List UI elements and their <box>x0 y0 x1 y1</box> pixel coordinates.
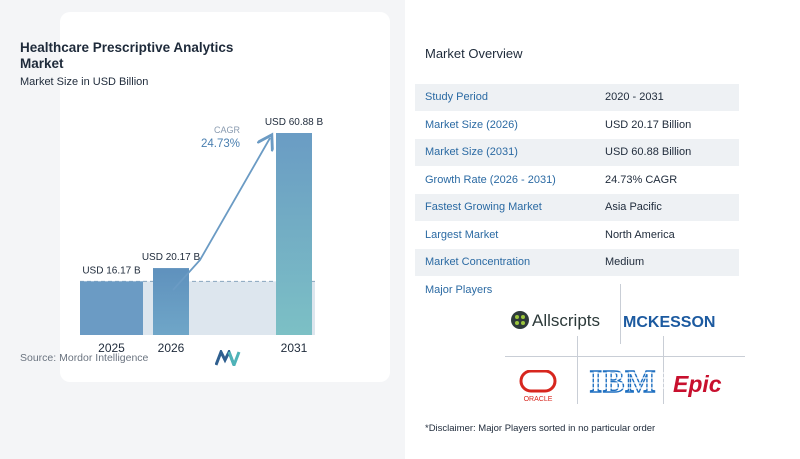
oracle-ring-icon <box>519 369 557 393</box>
bar-2025 <box>80 281 143 335</box>
overview-value: Medium <box>595 248 739 277</box>
overview-title: Market Overview <box>425 46 523 61</box>
chart-subtitle: Market Size in USD Billion <box>20 76 149 88</box>
major-players-label: Major Players <box>425 284 493 296</box>
divider <box>620 284 621 344</box>
overview-row: Fastest Growing Market Asia Pacific <box>415 193 739 222</box>
epic-text: Epic <box>673 371 722 397</box>
epic-logo: Epic <box>673 368 743 403</box>
allscripts-text: Allscripts <box>532 311 600 330</box>
overview-key: Largest Market <box>415 221 595 249</box>
overview-value: 24.73% CAGR <box>595 166 739 194</box>
overview-value: 2020 - 2031 <box>595 84 739 112</box>
overview-row: Growth Rate (2026 - 2031) 24.73% CAGR <box>415 166 739 194</box>
overview-key: Market Concentration <box>415 248 595 277</box>
chart-title: Healthcare Prescriptive Analytics Market <box>20 40 234 71</box>
source-text: Source: Mordor Intelligence <box>20 352 149 364</box>
overview-key: Market Size (2026) <box>415 111 595 139</box>
mckesson-text: MCKESSON <box>623 314 715 331</box>
cagr-arrow <box>172 138 270 291</box>
overview-key: Market Size (2031) <box>415 138 595 167</box>
overview-row: Market Size (2026) USD 20.17 Billion <box>415 111 739 139</box>
players-grid: Allscripts MCKESSON ORACLE IBM <box>505 284 745 404</box>
overview-row: Market Concentration Medium <box>415 248 739 277</box>
overview-row: Study Period 2020 - 2031 <box>415 84 739 112</box>
overview-key: Fastest Growing Market <box>415 193 595 222</box>
oracle-text: ORACLE <box>524 396 553 403</box>
x-tick-label: 2026 <box>158 341 185 355</box>
allscripts-mark-icon: Allscripts <box>511 311 600 330</box>
data-label: USD 20.17 B <box>142 252 201 263</box>
mckesson-logo: MCKESSON <box>623 310 743 337</box>
x-tick-label: 2025 <box>98 341 125 355</box>
data-label: USD 16.17 B <box>82 265 141 276</box>
allscripts-logo: Allscripts <box>510 308 620 337</box>
overview-value: North America <box>595 221 739 249</box>
cagr-label: CAGR <box>214 125 241 135</box>
mordor-logo-icon <box>215 350 241 366</box>
overview-key: Study Period <box>415 84 595 112</box>
overview-card: Market Overview Study Period 2020 - 2031 M… <box>405 0 800 459</box>
overview-row: Largest Market North America <box>415 221 739 249</box>
bar-2031 <box>276 133 312 335</box>
overview-table: Study Period 2020 - 2031 Market Size (2026… <box>415 84 739 277</box>
divider <box>577 336 578 404</box>
overview-value: Asia Pacific <box>595 193 739 222</box>
oracle-logo: ORACLE <box>519 369 563 409</box>
data-label: USD 60.88 B <box>265 117 324 128</box>
divider <box>663 336 664 404</box>
cagr-value: 24.73% <box>201 138 240 150</box>
divider <box>505 356 745 357</box>
overview-value: USD 20.17 Billion <box>595 111 739 139</box>
overview-value: USD 60.88 Billion <box>595 138 739 167</box>
overview-key: Growth Rate (2026 - 2031) <box>415 166 595 194</box>
ibm-logo: IBM <box>585 362 665 403</box>
ibm-text: IBM <box>590 364 657 398</box>
overview-row: Market Size (2031) USD 60.88 Billion <box>415 138 739 167</box>
x-tick-label: 2031 <box>281 341 308 355</box>
disclaimer-text: *Disclaimer: Major Players sorted in no … <box>425 423 656 434</box>
